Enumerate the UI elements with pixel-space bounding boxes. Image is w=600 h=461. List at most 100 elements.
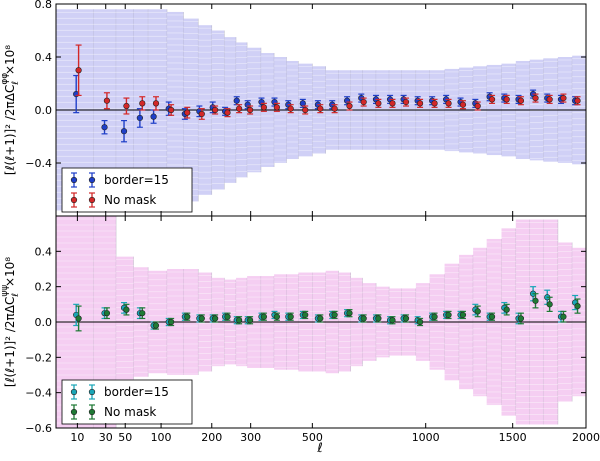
bottom-data-point <box>360 315 367 322</box>
top-data-point <box>389 100 396 107</box>
top-data-point <box>503 96 510 103</box>
bottom-y-tick-label: 0.0 <box>35 316 53 329</box>
top-y-tick-label: 0.4 <box>35 51 53 64</box>
bottom-data-point <box>302 311 309 319</box>
top-data-point <box>103 97 111 104</box>
bottom-data-point <box>445 311 452 319</box>
x-axis: 10 30 50 100 200 300 500 1000 1500 2000 <box>70 4 600 444</box>
top-data-point <box>184 109 191 116</box>
x-tick-label: 200 <box>201 431 222 444</box>
bottom-y-axis-label: [ℓ(ℓ+1)]² /2πΔCψψℓ×10⁸ <box>0 257 21 387</box>
bottom-data-point <box>198 315 205 322</box>
top-data-point <box>416 100 424 107</box>
top-data-point <box>139 100 146 107</box>
top-data-point <box>431 100 438 107</box>
top-data-point <box>136 114 143 122</box>
top-y-tick-label: 0.0 <box>35 104 53 117</box>
bottom-data-point <box>416 318 424 326</box>
top-legend-box <box>61 167 193 213</box>
bottom-data-point <box>488 313 496 320</box>
bottom-data-point <box>103 310 111 317</box>
top-data-point <box>402 98 410 106</box>
top-data-point <box>360 98 367 106</box>
top-data-point <box>287 105 294 112</box>
bottom-data-point <box>287 313 294 320</box>
top-data-point <box>375 100 382 107</box>
bottom-data-point <box>375 315 382 322</box>
bottom-series-2 <box>75 293 581 332</box>
bottom-data-point <box>152 322 160 329</box>
bottom-legend-box <box>61 379 193 425</box>
top-data-point <box>302 106 309 114</box>
top-data-point <box>346 102 353 110</box>
top-data-point <box>574 97 581 104</box>
bottom-data-point <box>139 310 146 317</box>
bottom-legend-marker <box>70 388 78 396</box>
bottom-data-point <box>212 315 219 322</box>
top-data-point <box>459 101 467 108</box>
bottom-data-point <box>459 311 467 319</box>
bottom-legend-label: No mask <box>104 405 156 419</box>
bottom-data-point <box>317 315 324 322</box>
top-data-point <box>299 100 306 107</box>
x-tick-label: 500 <box>302 431 323 444</box>
top-y-tick-label: 0.8 <box>35 0 53 11</box>
top-data-point <box>546 96 553 103</box>
x-axis-label: ℓ <box>316 441 322 456</box>
top-data-point <box>224 109 231 116</box>
top-data-point <box>560 94 567 102</box>
bottom-legend-marker <box>70 408 78 416</box>
bottom-data-point <box>75 315 82 322</box>
x-tick-label: 300 <box>240 431 261 444</box>
top-data-point <box>331 105 338 112</box>
top-legend-marker <box>70 196 78 204</box>
top-y-tick-label: −0.4 <box>25 157 52 170</box>
panel-bottom: −0.6 −0.4 −0.2 0.0 0.2 0.4 [ℓ(ℓ+1)]² /2πΔCψψℓ×… <box>0 215 587 435</box>
top-data-point <box>198 110 205 118</box>
top-legend: border=15 No mask <box>61 167 193 213</box>
bottom-y-tick-label: 0.4 <box>35 245 53 258</box>
bottom-legend-marker <box>88 408 96 416</box>
top-legend-marker <box>88 196 96 204</box>
bottom-data-point <box>123 306 130 313</box>
top-data-point <box>445 100 452 107</box>
bottom-data-point <box>574 303 581 310</box>
bottom-data-point <box>402 315 410 322</box>
top-data-point <box>233 97 240 104</box>
top-data-point <box>488 96 496 103</box>
bottom-data-point <box>431 313 438 320</box>
bottom-y-tick-label: −0.2 <box>25 351 52 364</box>
bottom-legend-label: border=15 <box>104 385 169 399</box>
bottom-data-point <box>273 313 280 320</box>
x-tick-label: 2000 <box>572 431 600 444</box>
x-tick-label: 10 <box>70 431 84 444</box>
bottom-data-point <box>546 301 553 308</box>
x-tick-label: 1000 <box>412 431 440 444</box>
bottom-legend-marker <box>88 388 96 396</box>
x-tick-label: 30 <box>99 431 113 444</box>
top-data-point <box>152 100 160 107</box>
top-data-point <box>123 102 130 110</box>
top-legend-label: border=15 <box>104 173 169 187</box>
bottom-data-point <box>474 308 481 315</box>
bottom-data-point <box>184 313 191 320</box>
top-legend-marker <box>70 176 78 184</box>
bottom-y-tick-label: −0.6 <box>25 422 52 435</box>
top-data-point <box>317 105 324 112</box>
bottom-y-tick-label: 0.2 <box>35 281 53 294</box>
top-y-axis-label: [ℓ(ℓ+1)]² /2πΔCφφℓ×10⁸ <box>0 45 21 175</box>
bottom-data-point <box>560 313 567 320</box>
top-data-point <box>474 102 481 110</box>
bottom-data-point <box>246 317 254 324</box>
top-data-point <box>120 128 128 135</box>
top-data-point <box>168 106 175 114</box>
bottom-y-tick-label: −0.4 <box>25 387 52 400</box>
x-tick-label: 100 <box>151 431 172 444</box>
top-data-point <box>150 113 157 120</box>
bottom-legend: border=15 No mask <box>61 379 193 425</box>
bottom-data-point <box>532 297 539 304</box>
top-data-point <box>260 104 267 111</box>
x-tick-label: 50 <box>118 431 132 444</box>
